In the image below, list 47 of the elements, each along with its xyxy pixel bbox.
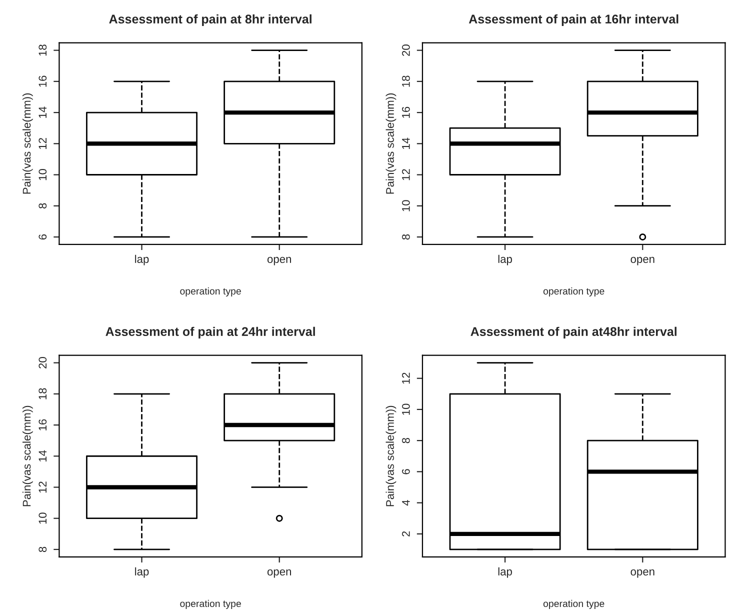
x-tick-label: open [630, 569, 654, 578]
y-axis-title: Pain(vas scale(mm)) [386, 406, 396, 506]
y-tick-label: 14 [38, 106, 46, 118]
y-tick-label: 20 [38, 357, 47, 368]
y-tick-label: 8 [38, 203, 47, 208]
chart-title: Assessment of pain at 24hr interval [106, 326, 315, 338]
x-tick-label: lap [135, 254, 149, 266]
y-tick-label: 10 [402, 200, 410, 212]
x-axis-title: operation type [543, 287, 604, 296]
y-axis-title: Pain(vas scale(mm)) [22, 406, 33, 506]
x-tick-label: lap [135, 567, 149, 578]
y-tick-label: 6 [38, 234, 47, 240]
y-tick-label: 8 [402, 234, 410, 240]
y-tick-label: 6 [402, 469, 410, 474]
y-tick-label: 4 [402, 500, 410, 506]
y-tick-label: 8 [38, 546, 47, 552]
y-tick-label: 10 [38, 169, 47, 180]
x-tick-label: lap [498, 567, 512, 578]
y-tick-label: 12 [38, 138, 46, 149]
y-tick-label: 16 [38, 419, 47, 430]
y-tick-label: 8 [402, 438, 410, 444]
y-tick-label: 12 [402, 169, 410, 180]
y-tick-label: 10 [38, 512, 47, 524]
x-tick-label: open [267, 569, 292, 578]
x-tick-label: open [630, 256, 654, 266]
y-tick-label: 14 [402, 138, 410, 149]
y-tick-label: 18 [38, 388, 47, 400]
y-tick-label: 12 [38, 482, 46, 493]
x-tick-label: lap [498, 254, 512, 266]
chart-title: Assessment of pain at48hr interval [470, 326, 676, 338]
y-tick-label: 18 [38, 44, 47, 56]
y-tick-label: 16 [38, 76, 47, 87]
y-axis-title: Pain(vas scale(mm)) [22, 93, 33, 194]
chart-title: Assessment of pain at 16hr interval [468, 14, 678, 26]
y-tick-label: 20 [402, 44, 410, 56]
y-tick-label: 16 [402, 106, 410, 118]
x-axis-title: operation type [543, 600, 604, 609]
x-axis-title: operation type [180, 287, 241, 296]
y-tick-label: 2 [402, 531, 410, 536]
x-axis-title: operation type [180, 600, 241, 609]
y-tick-label: 12 [402, 372, 410, 384]
y-tick-label: 10 [402, 404, 410, 415]
chart-title: Assessment of pain at 8hr interval [109, 14, 312, 26]
x-tick-label: open [267, 256, 292, 266]
y-tick-label: 14 [38, 450, 46, 462]
y-axis-title: Pain(vas scale(mm)) [386, 93, 396, 194]
y-tick-label: 18 [402, 76, 410, 87]
